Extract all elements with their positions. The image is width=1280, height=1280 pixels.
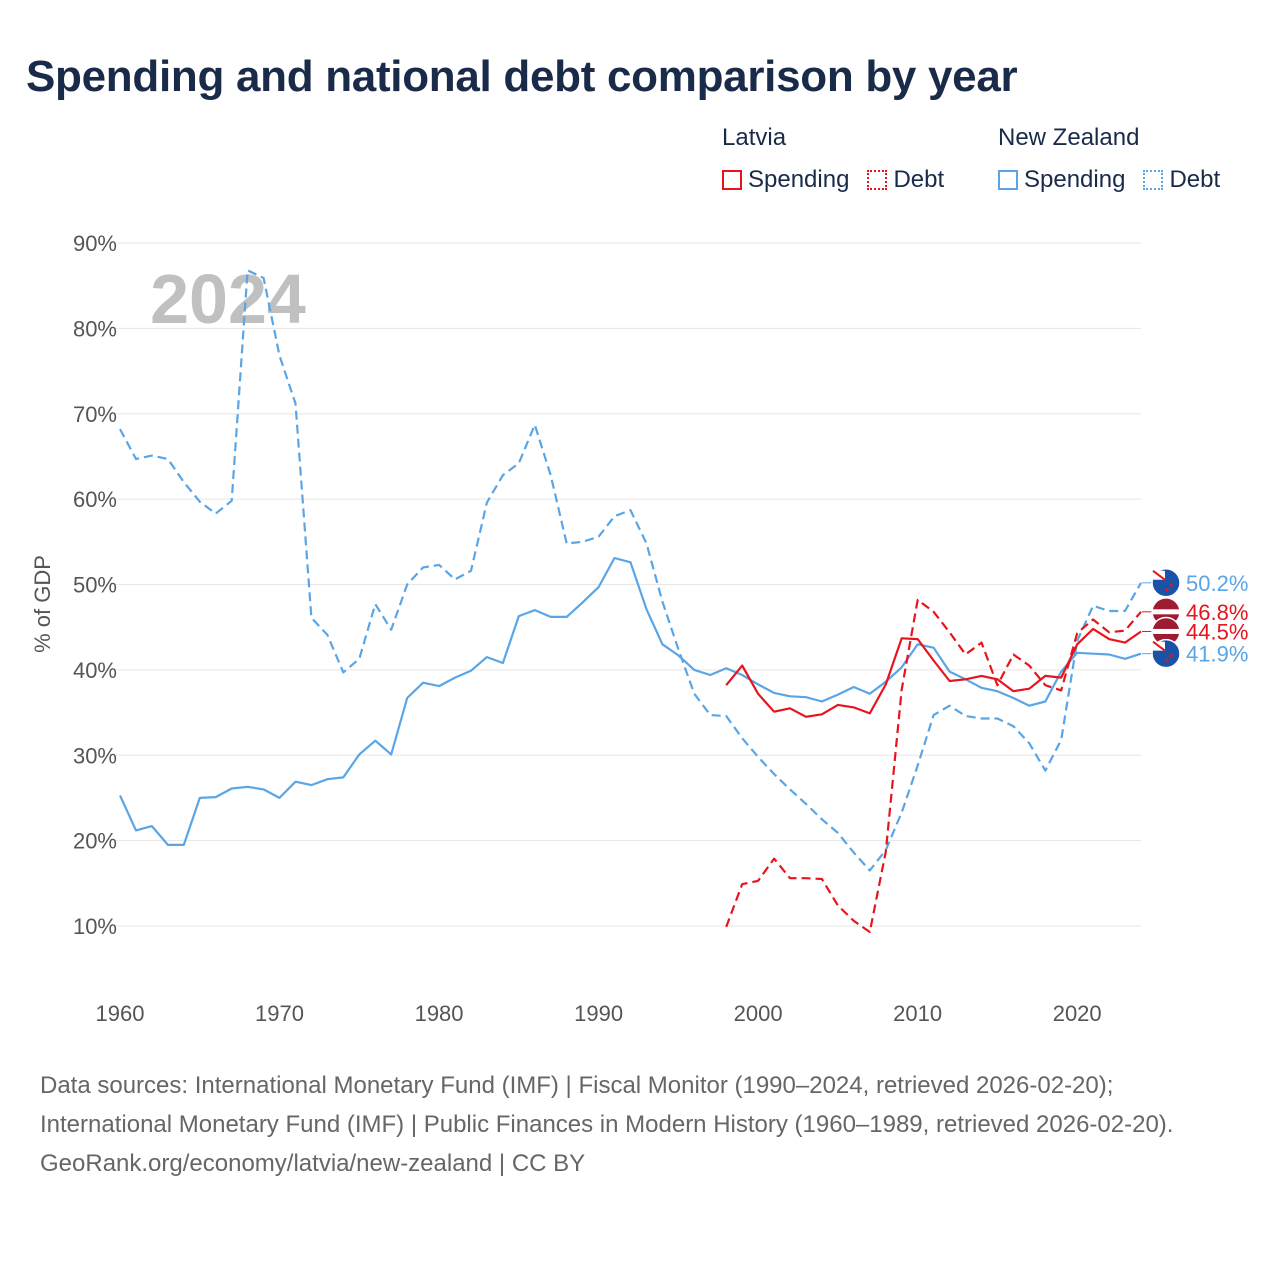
x-tick-label: 1980 [415, 1001, 464, 1026]
flag-star [1165, 588, 1169, 592]
y-tick-label: 30% [73, 743, 117, 768]
chart-title: Spending and national debt comparison by… [26, 52, 1018, 101]
y-tick-label: 50% [73, 573, 117, 598]
y-axis-label: % of GDP [30, 555, 55, 653]
y-tick-label: 90% [73, 231, 117, 256]
y-axis-ticks: 10% 20% 30% 40% 50% 60% 70% 80% 90% [73, 231, 117, 939]
gridlines [116, 242, 1141, 927]
latvia-spending-line [725, 627, 1142, 718]
legend-nz-spending[interactable]: Spending [998, 166, 1125, 194]
legend-label: Spending [748, 166, 850, 193]
flag-cross [1152, 569, 1166, 581]
legend-label: Spending [1024, 166, 1126, 193]
year-watermark: 2024 [150, 260, 306, 338]
flag-cross [1152, 640, 1166, 652]
latvia-debt-line [725, 598, 1142, 934]
line-chart: 10% 20% 30% 40% 50% 60% 70% 80% 90% 1960 1970 1980… [30, 231, 1248, 1026]
legend-label: Debt [893, 166, 945, 193]
x-tick-label: 1970 [255, 1001, 304, 1026]
legend-swatch-solid [998, 170, 1018, 190]
legend-group-title: New Zealand [998, 124, 1140, 151]
data-sources: Data sources: International Monetary Fun… [40, 1072, 1174, 1138]
y-tick-label: 60% [73, 487, 117, 512]
new-zealand-spending-line [118, 556, 1142, 847]
footer: Data sources: International Monetary Fun… [40, 1066, 1240, 1183]
legend-swatch-solid [722, 170, 742, 190]
y-tick-label: 80% [73, 316, 117, 341]
new-zealand-debt-line [119, 269, 1142, 872]
x-axis-ticks: 1960 1970 1980 1990 2000 2010 2020 [96, 1001, 1102, 1026]
flag-star [1169, 583, 1173, 587]
x-tick-label: 1960 [96, 1001, 145, 1026]
flag-star [1169, 654, 1173, 658]
y-tick-label: 20% [73, 829, 117, 854]
flag-stripe [1152, 609, 1180, 615]
end-value-label: 50.2% [1186, 571, 1248, 596]
legend-group-latvia: Latvia Spending Debt [722, 124, 944, 194]
end-value-label: 44.5% [1186, 619, 1248, 644]
series-lines [118, 269, 1142, 934]
flag-stripe [1152, 628, 1180, 634]
x-tick-label: 2000 [734, 1001, 783, 1026]
flag-star [1165, 659, 1169, 663]
legend-swatch-dotted [1143, 170, 1164, 190]
credit-link[interactable]: GeoRank.org/economy/latvia/new-zealand |… [40, 1150, 586, 1177]
y-tick-label: 10% [73, 914, 117, 939]
end-labels: 50.2% 46.8%44.5%41.9% [1142, 568, 1248, 669]
legend-label: Debt [1169, 166, 1221, 193]
legend-swatch-dotted [867, 170, 888, 190]
legend-group-new-zealand: New Zealand Spending Debt [998, 124, 1220, 194]
legend-latvia-spending[interactable]: Spending [722, 166, 849, 194]
x-tick-label: 1990 [574, 1001, 623, 1026]
y-tick-label: 40% [73, 658, 117, 683]
x-tick-label: 2010 [893, 1001, 942, 1026]
end-value-label: 46.8% [1186, 600, 1248, 625]
legend-group-title: Latvia [722, 124, 787, 151]
x-tick-label: 2020 [1053, 1001, 1102, 1026]
legend-nz-debt[interactable]: Debt [1143, 166, 1220, 194]
y-tick-label: 70% [73, 402, 117, 427]
legend-latvia-debt[interactable]: Debt [867, 166, 944, 194]
end-value-label: 41.9% [1186, 642, 1248, 667]
